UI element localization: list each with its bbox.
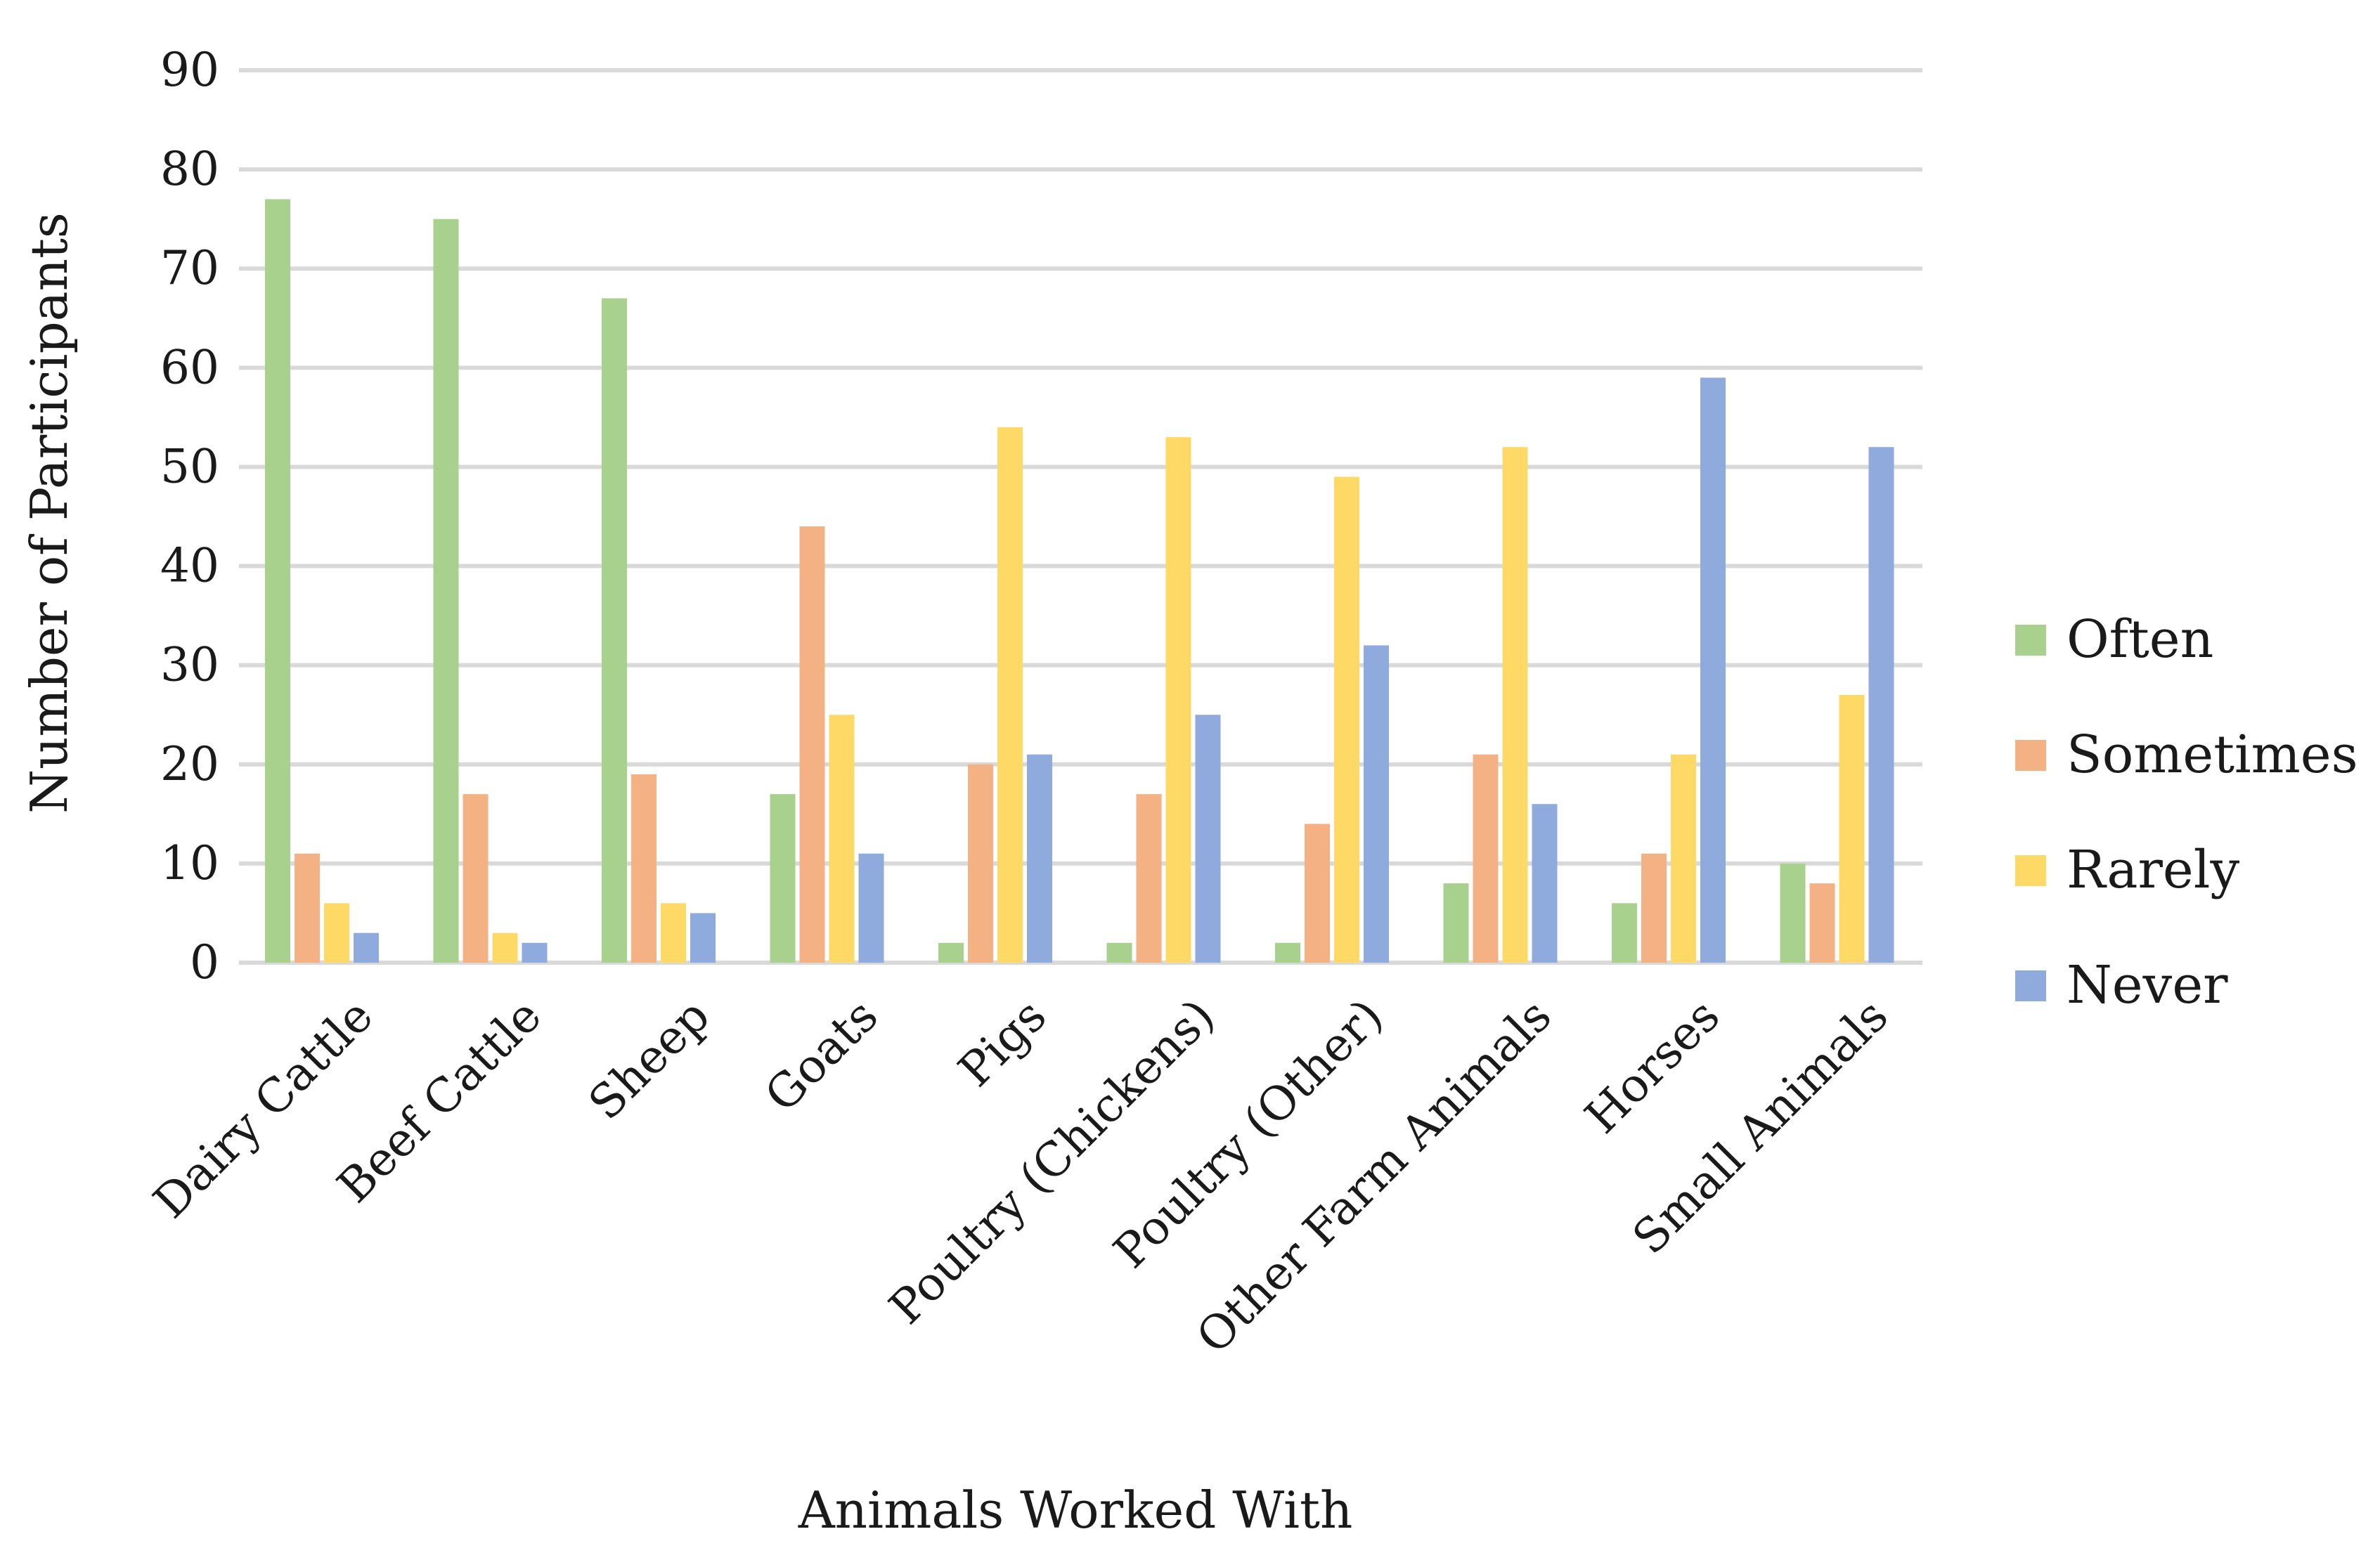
bar-often bbox=[265, 199, 290, 963]
legend: Often Sometimes Rarely Never bbox=[2015, 609, 2358, 1015]
legend-label: Often bbox=[2067, 609, 2213, 670]
x-category-label: Sheep bbox=[578, 989, 720, 1131]
bar-often bbox=[770, 794, 796, 963]
y-tick-label: 10 bbox=[160, 836, 219, 890]
bar-sometimes bbox=[968, 764, 993, 963]
bar-rarely bbox=[1334, 476, 1359, 963]
legend-label: Never bbox=[2067, 955, 2228, 1015]
bar-sometimes bbox=[799, 526, 825, 963]
legend-item-never: Never bbox=[2015, 955, 2228, 1015]
bar-sometimes bbox=[1473, 754, 1499, 963]
bar-rarely bbox=[324, 903, 349, 963]
bar-often bbox=[1612, 903, 1637, 963]
bar-sometimes bbox=[463, 794, 489, 963]
bar-sometimes bbox=[631, 774, 657, 963]
legend-swatch bbox=[2015, 970, 2046, 1001]
bar-never bbox=[1364, 645, 1389, 963]
bar-rarely bbox=[492, 932, 518, 963]
gridlines bbox=[239, 68, 1922, 965]
y-tick-label: 60 bbox=[160, 340, 219, 394]
bar-rarely bbox=[1165, 437, 1191, 963]
y-tick-label: 20 bbox=[160, 737, 219, 791]
y-tick-label: 90 bbox=[160, 43, 219, 97]
legend-item-rarely: Rarely bbox=[2015, 840, 2239, 900]
bar-rarely bbox=[661, 903, 686, 963]
y-tick-label: 0 bbox=[190, 935, 219, 989]
y-tick-label: 50 bbox=[160, 439, 219, 493]
bar-never bbox=[1195, 715, 1221, 963]
bar-often bbox=[938, 942, 964, 963]
bar-often bbox=[602, 298, 627, 963]
x-category-label: Pigs bbox=[948, 989, 1057, 1098]
bar-never bbox=[1700, 377, 1726, 963]
legend-swatch bbox=[2015, 625, 2046, 656]
y-tick-label: 70 bbox=[160, 241, 219, 295]
x-axis-title: Animals Worked With bbox=[798, 1481, 1353, 1540]
bar-often bbox=[1275, 942, 1300, 963]
y-tick-label: 80 bbox=[160, 142, 219, 196]
legend-label: Sometimes bbox=[2067, 724, 2358, 785]
bar-sometimes bbox=[1641, 853, 1667, 963]
legend-item-sometimes: Sometimes bbox=[2015, 724, 2358, 785]
bar-sometimes bbox=[295, 853, 320, 963]
legend-swatch bbox=[2015, 855, 2046, 886]
bar-sometimes bbox=[1305, 824, 1330, 963]
y-tick-label: 40 bbox=[160, 539, 219, 593]
y-axis-title: Number of Participants bbox=[20, 212, 79, 814]
bar-often bbox=[1106, 942, 1132, 963]
bar-rarely bbox=[1502, 447, 1528, 963]
legend-swatch bbox=[2015, 740, 2046, 771]
x-category-label: Goats bbox=[754, 989, 888, 1122]
bar-sometimes bbox=[1809, 883, 1835, 963]
legend-item-often: Often bbox=[2015, 609, 2213, 670]
bar-never bbox=[522, 942, 548, 963]
bar-never bbox=[1868, 447, 1894, 963]
bar-often bbox=[1443, 883, 1469, 963]
bar-sometimes bbox=[1136, 794, 1162, 963]
bar-rarely bbox=[1839, 695, 1865, 963]
bars bbox=[265, 199, 1894, 963]
x-category-label: Poultry (Chickens) bbox=[879, 989, 1224, 1334]
bar-often bbox=[1780, 863, 1806, 963]
x-category-label: Horses bbox=[1574, 989, 1730, 1144]
y-axis-ticks: 0 10 20 30 40 50 60 70 80 90 bbox=[160, 43, 219, 989]
bar-never bbox=[1027, 754, 1052, 963]
legend-label: Rarely bbox=[2067, 840, 2239, 900]
bar-never bbox=[690, 913, 716, 963]
bar-rarely bbox=[829, 715, 855, 963]
bar-often bbox=[433, 219, 459, 963]
y-tick-label: 30 bbox=[160, 638, 219, 692]
bar-never bbox=[354, 932, 379, 963]
bar-rarely bbox=[1671, 754, 1696, 963]
bar-rarely bbox=[997, 427, 1023, 963]
bar-never bbox=[858, 853, 884, 963]
bar-never bbox=[1532, 804, 1558, 963]
